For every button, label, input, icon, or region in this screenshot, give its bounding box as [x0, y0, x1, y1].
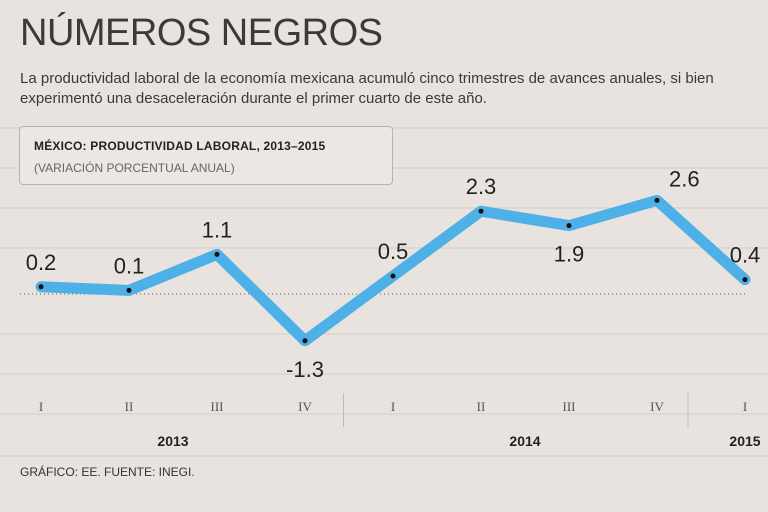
- data-label: 0.2: [26, 250, 57, 275]
- data-point: [38, 284, 44, 290]
- data-label: -1.3: [286, 357, 324, 382]
- data-label: 0.4: [730, 243, 761, 268]
- year-label: 2013: [157, 433, 188, 449]
- page-title: NÚMEROS NEGROS: [20, 12, 383, 54]
- data-label: 2.3: [466, 174, 497, 199]
- data-label: 1.9: [554, 242, 585, 267]
- year-label: 2014: [509, 433, 540, 449]
- data-point: [654, 197, 660, 203]
- chart-title: MÉXICO: PRODUCTIVIDAD LABORAL, 2013–2015: [34, 139, 326, 153]
- chart-subtitle: (VARIACIÓN PORCENTUAL ANUAL): [34, 161, 235, 175]
- x-tick-label: III: [211, 399, 224, 414]
- x-tick-label: III: [563, 399, 576, 414]
- year-label: 2015: [729, 433, 760, 449]
- chart-title-box: MÉXICO: PRODUCTIVIDAD LABORAL, 2013–2015…: [19, 126, 393, 185]
- data-point: [478, 208, 484, 214]
- data-label: 0.5: [378, 239, 409, 264]
- x-tick-label: II: [477, 399, 486, 414]
- source-note: GRÁFICO: EE. FUENTE: INEGI.: [20, 465, 195, 479]
- data-point: [566, 223, 572, 229]
- x-tick-label: I: [743, 399, 747, 414]
- data-point: [214, 251, 220, 257]
- data-point: [742, 277, 748, 283]
- x-tick-label: I: [391, 399, 395, 414]
- data-point: [302, 338, 308, 344]
- x-tick-label: II: [125, 399, 134, 414]
- series-line: [35, 194, 751, 347]
- data-point: [390, 273, 396, 279]
- page-subtitle: La productividad laboral de la economía …: [20, 70, 714, 107]
- x-tick-label: IV: [650, 399, 664, 414]
- data-label: 2.6: [669, 166, 700, 191]
- x-tick-label: IV: [298, 399, 312, 414]
- data-label: 1.1: [202, 217, 233, 242]
- data-label: 0.1: [114, 253, 145, 278]
- data-point: [126, 287, 132, 293]
- x-tick-label: I: [39, 399, 43, 414]
